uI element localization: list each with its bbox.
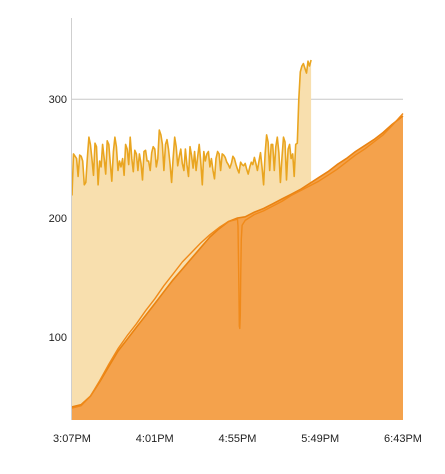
x-tick-label-2: 4:55PM [219, 433, 257, 445]
y-tick-label-100: 100 [49, 332, 67, 344]
x-tick-label-0: 3:07PM [53, 433, 91, 445]
x-tick-labels: 3:07PM 4:01PM 4:55PM 5:49PM 6:43PM [53, 433, 422, 445]
x-tick-label-4: 6:43PM [384, 433, 422, 445]
lower-series-line-2 [71, 113, 404, 409]
lower-series-area [72, 115, 403, 421]
lower-series-line [71, 115, 404, 408]
x-tick-label-1: 4:01PM [136, 433, 174, 445]
y-tick-label-300: 300 [49, 94, 67, 106]
x-tick-label-3: 5:49PM [301, 433, 339, 445]
y-tick-labels: 100 200 300 [49, 94, 67, 344]
y-tick-label-200: 200 [49, 213, 67, 225]
upper-series-line [71, 59, 312, 196]
